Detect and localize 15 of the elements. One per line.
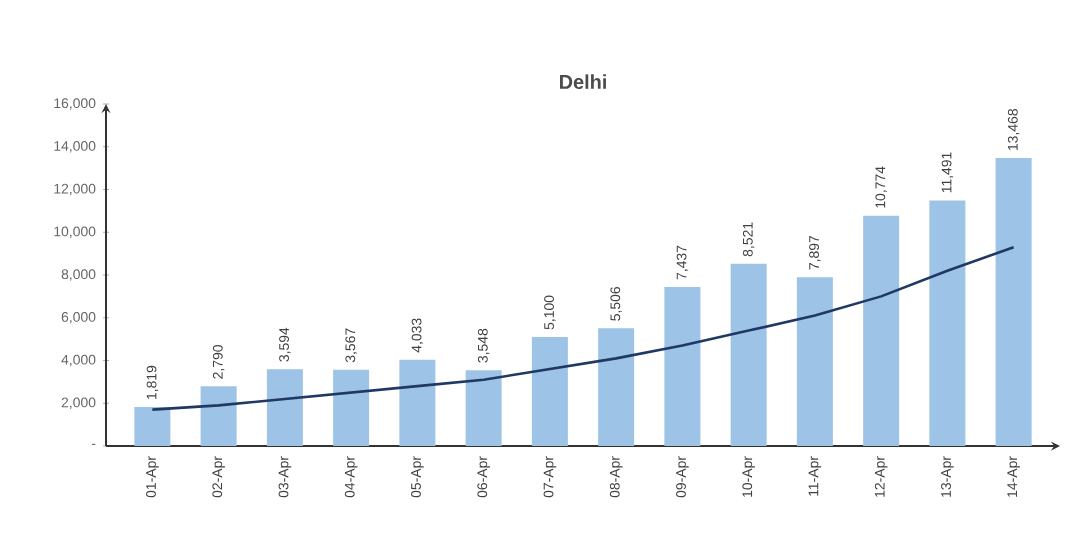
bar (399, 359, 436, 446)
bar (531, 336, 568, 446)
bar (465, 370, 502, 446)
bar (929, 200, 966, 446)
bar (863, 215, 900, 446)
bar (730, 263, 767, 446)
bar (200, 386, 237, 446)
bar (134, 407, 171, 446)
bar (995, 158, 1032, 446)
bar (333, 369, 370, 446)
bar (598, 328, 635, 446)
bar (664, 287, 701, 446)
chart-title: Delhi (559, 74, 606, 89)
bar (266, 369, 303, 446)
bar (796, 277, 833, 446)
